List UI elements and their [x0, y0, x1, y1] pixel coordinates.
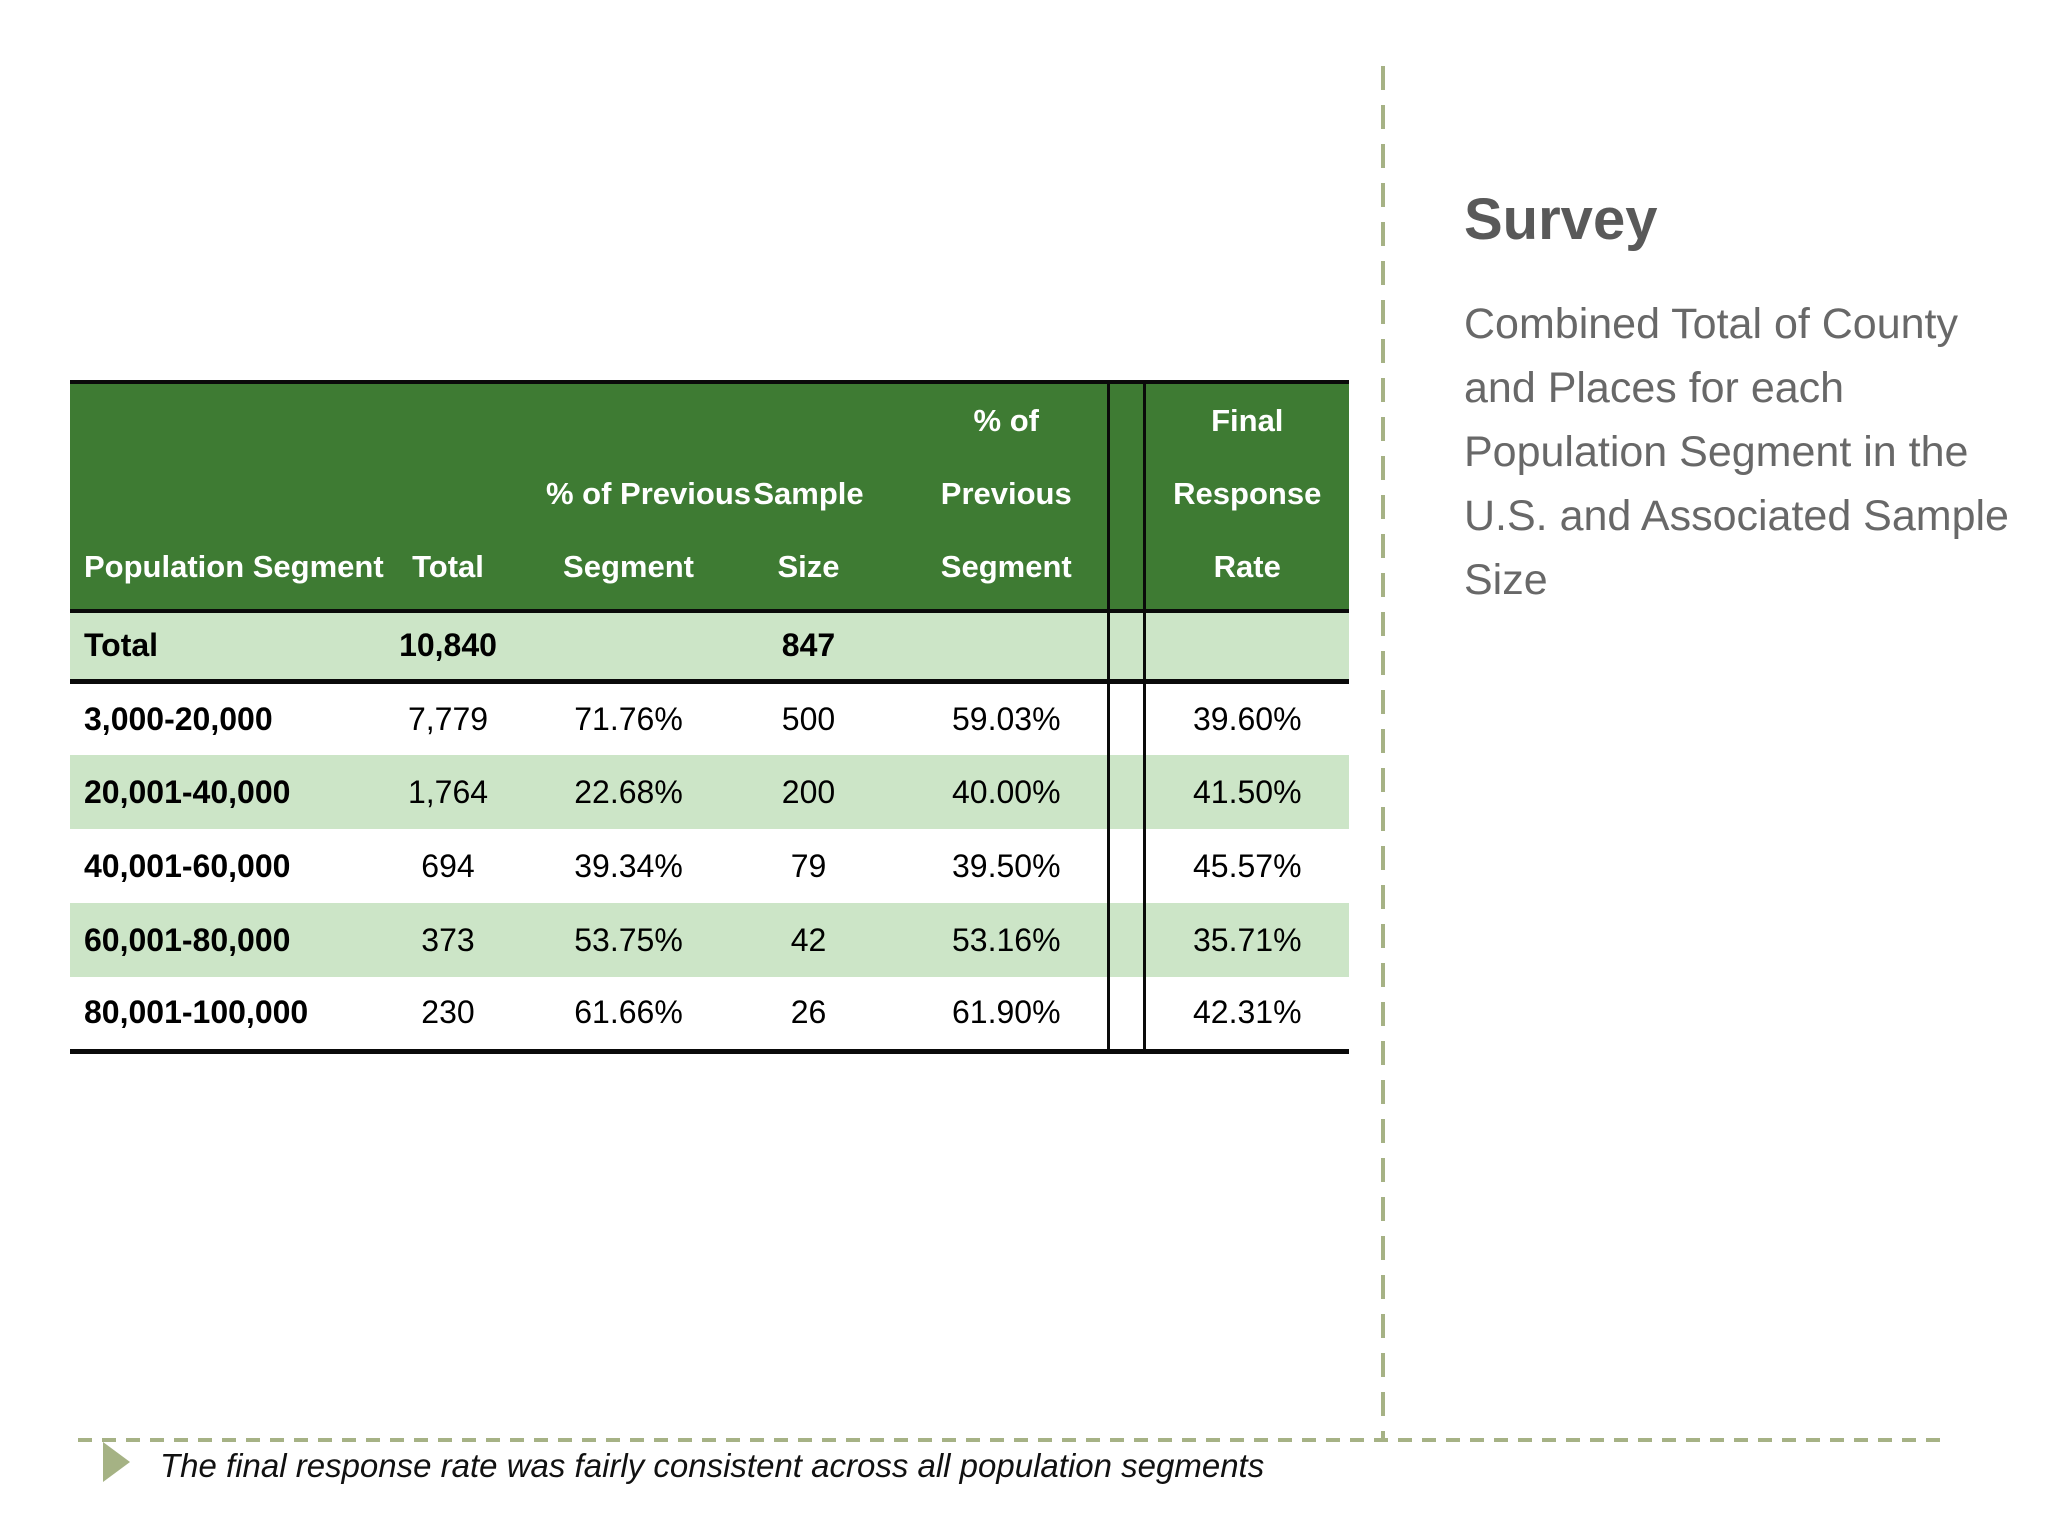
- total-row: Total 10,840 847: [70, 611, 1349, 681]
- total-row-sample-size: 847: [781, 627, 836, 664]
- pct-previous-cell: 53.75%: [574, 921, 683, 958]
- pct-previous2-cell: 61.90%: [951, 994, 1061, 1031]
- total-row-label: Total: [84, 627, 159, 664]
- gap-cell: [1106, 611, 1146, 681]
- sample-size-cell: 42: [790, 921, 827, 958]
- pct-previous2-cell: 39.50%: [951, 847, 1061, 884]
- table-row: 20,001-40,000 1,764 22.68% 200 40.00% 41…: [70, 755, 1349, 829]
- response-rate-cell: 42.31%: [1192, 994, 1302, 1031]
- total-cell: 7,779: [407, 700, 489, 737]
- sample-size-cell: 26: [790, 994, 827, 1031]
- gap-cell: [1106, 977, 1146, 1051]
- sample-size-cell: 500: [781, 700, 836, 737]
- pct-previous-cell: 22.68%: [574, 773, 683, 810]
- pct-previous-cell: 71.76%: [574, 700, 683, 737]
- total-cell: 1,764: [407, 773, 489, 810]
- total-row-response-rate: [1144, 611, 1349, 681]
- total-cell: 694: [421, 847, 475, 884]
- pct-previous2-cell: 40.00%: [951, 773, 1061, 810]
- header-sample-size: Sample Size: [711, 382, 906, 613]
- header-pct-previous-1: % of Previous Segment: [546, 382, 751, 613]
- slide-title: Survey: [1464, 187, 1658, 252]
- bullet-triangle-icon: [103, 1442, 130, 1482]
- table-row: 3,000-20,000 7,779 71.76% 500 59.03% 39.…: [70, 681, 1349, 755]
- gap-cell: [1106, 903, 1146, 977]
- sample-size-cell: 79: [790, 847, 827, 884]
- response-rate-cell: 35.71%: [1192, 921, 1302, 958]
- header-pct-previous-2: % of Previous Segment: [906, 382, 1108, 613]
- segment-cell: 3,000-20,000: [84, 700, 273, 737]
- pct-previous2-cell: 59.03%: [951, 700, 1061, 737]
- panel-divider-vertical-dashed: [1381, 66, 1385, 1438]
- header-population-segment: Population Segment: [70, 382, 384, 613]
- response-rate-cell: 41.50%: [1192, 773, 1302, 810]
- segment-cell: 80,001-100,000: [84, 994, 309, 1031]
- gap-cell: [1106, 755, 1146, 829]
- segment-cell: 60,001-80,000: [84, 921, 291, 958]
- sample-size-cell: 200: [781, 773, 836, 810]
- response-rate-cell: 39.60%: [1192, 700, 1302, 737]
- pct-previous-cell: 61.66%: [574, 994, 683, 1031]
- gap-cell: [1106, 681, 1146, 755]
- table-row: 40,001-60,000 694 39.34% 79 39.50% 45.57…: [70, 829, 1349, 903]
- table-row: 60,001-80,000 373 53.75% 42 53.16% 35.71…: [70, 903, 1349, 977]
- header-final-response-rate: Final Response Rate: [1144, 382, 1349, 613]
- total-row-total: 10,840: [399, 627, 497, 664]
- footer-divider-horizontal-dashed: [78, 1438, 1944, 1442]
- pct-previous2-cell: 53.16%: [951, 921, 1061, 958]
- total-row-pct-previous2: [906, 611, 1108, 681]
- population-table: Population Segment Total % of Previous S…: [70, 380, 1349, 1054]
- table-header-row: Population Segment Total % of Previous S…: [70, 382, 1349, 613]
- total-cell: 373: [421, 921, 475, 958]
- segment-cell: 40,001-60,000: [84, 847, 291, 884]
- slide-description: Combined Total of County and Places for …: [1464, 300, 2009, 604]
- header-gap-spacer: [1106, 382, 1146, 613]
- pct-previous-cell: 39.34%: [574, 847, 683, 884]
- population-table-container: Population Segment Total % of Previous S…: [70, 380, 1349, 1054]
- segment-cell: 20,001-40,000: [84, 773, 291, 810]
- header-total: Total: [350, 382, 546, 613]
- response-rate-cell: 45.57%: [1192, 847, 1302, 884]
- total-row-pct-previous: [546, 611, 711, 681]
- gap-cell: [1106, 829, 1146, 903]
- footer-note: The final response rate was fairly consi…: [160, 1447, 1265, 1484]
- total-cell: 230: [421, 994, 475, 1031]
- table-row: 80,001-100,000 230 61.66% 26 61.90% 42.3…: [70, 977, 1349, 1051]
